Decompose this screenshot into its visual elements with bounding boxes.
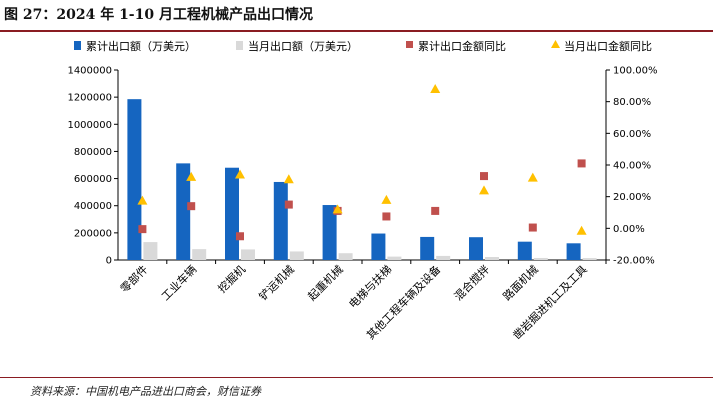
marker-monthly-yoy	[381, 194, 392, 204]
bar-monthly	[387, 256, 402, 260]
y-left-tick-label: 400000	[74, 201, 112, 212]
y-left-tick-label: 200000	[74, 228, 112, 239]
bar-cumulative	[273, 181, 288, 260]
legend-label-1: 当月出口额（万美元）	[248, 39, 358, 53]
bar-monthly	[192, 249, 207, 260]
bar-cumulative	[469, 237, 483, 260]
y-left-tick-label: 1400000	[67, 66, 112, 77]
marker-cumulative-yoy	[577, 159, 586, 168]
y-left-tick-label: 0	[106, 256, 112, 267]
marker-monthly-yoy	[527, 172, 538, 182]
category-label: 铲运机械	[256, 262, 297, 303]
bar-monthly	[338, 253, 353, 260]
marker-cumulative-yoy	[138, 225, 147, 234]
category-label: 挖掘机	[215, 262, 248, 295]
y-left-tick-label: 800000	[74, 147, 112, 158]
source-rule	[0, 377, 713, 378]
legend-label-0: 累计出口额（万美元）	[86, 39, 196, 53]
markers	[137, 84, 587, 241]
bar-cumulative	[517, 241, 532, 260]
category-label: 零部件	[117, 262, 150, 295]
bar-cumulative	[420, 236, 435, 260]
bar-monthly	[436, 255, 451, 260]
marker-cumulative-yoy	[528, 223, 537, 232]
y-right-tick-label: 40.00%	[613, 161, 651, 172]
source-note: 资料来源：中国机电产品进出口商会，财信证券	[30, 385, 261, 398]
bar-monthly	[241, 249, 255, 260]
y-right-tick-label: 0.00%	[613, 224, 645, 235]
legend-swatch-2	[406, 41, 413, 48]
title-rule	[0, 30, 713, 32]
legend-swatch-1	[236, 41, 243, 50]
bars	[127, 99, 597, 260]
bar-cumulative	[371, 233, 386, 260]
marker-monthly-yoy	[186, 171, 197, 181]
legend-label-3: 当月出口金额同比	[564, 39, 652, 53]
bar-monthly	[533, 257, 548, 260]
bar-monthly	[582, 258, 597, 260]
marker-cumulative-yoy	[480, 172, 488, 181]
legend-label-2: 累计出口金额同比	[418, 39, 506, 53]
marker-monthly-yoy	[235, 169, 245, 179]
bar-monthly	[485, 257, 499, 260]
y-right-tick-label: -20.00%	[613, 256, 655, 267]
bar-cumulative	[127, 99, 142, 260]
y-right-tick-label: 20.00%	[613, 192, 651, 203]
bar-cumulative	[225, 167, 239, 260]
bar-cumulative	[566, 243, 581, 260]
bar-monthly	[289, 251, 304, 260]
category-label: 混合搅拌	[451, 262, 492, 303]
y-left-tick-label: 600000	[74, 174, 112, 185]
marker-cumulative-yoy	[236, 232, 244, 241]
marker-cumulative-yoy	[431, 206, 440, 215]
marker-monthly-yoy	[283, 174, 294, 184]
bar-cumulative	[176, 163, 191, 260]
marker-monthly-yoy	[430, 84, 441, 93]
legend-swatch-3	[551, 40, 560, 48]
marker-cumulative-yoy	[187, 202, 196, 211]
category-label: 起重机械	[305, 262, 346, 303]
y-left-tick-label: 1000000	[67, 120, 112, 131]
category-label: 电梯与扶梯	[346, 262, 395, 311]
category-label: 路面机械	[500, 262, 541, 303]
marker-monthly-yoy	[479, 185, 489, 195]
export-chart: 累计出口额（万美元） 当月出口额（万美元） 累计出口金额同比 当月出口金额同比 0 20…	[67, 39, 657, 342]
marker-cumulative-yoy	[382, 212, 391, 221]
y-right-tick-label: 100.00%	[613, 66, 658, 77]
marker-monthly-yoy	[137, 195, 148, 205]
marker-monthly-yoy	[332, 204, 343, 214]
axes: 0 200000 400000 600000 800000 1000000 1200000 1…	[67, 66, 657, 267]
bar-monthly	[143, 242, 158, 260]
legend-swatch-0	[74, 41, 81, 50]
legend: 累计出口额（万美元） 当月出口额（万美元） 累计出口金额同比 当月出口金额同比	[74, 39, 652, 53]
y-left-tick-label: 1200000	[67, 93, 112, 104]
y-right-tick-label: 80.00%	[613, 97, 651, 108]
category-label: 工业车辆	[158, 262, 199, 303]
bar-cumulative	[322, 205, 337, 260]
marker-monthly-yoy	[576, 225, 587, 235]
figure-title: 图 27：2024 年 1-10 月工程机械产品出口情况	[4, 7, 313, 23]
marker-cumulative-yoy	[284, 200, 293, 209]
y-right-tick-label: 60.00%	[613, 129, 651, 140]
